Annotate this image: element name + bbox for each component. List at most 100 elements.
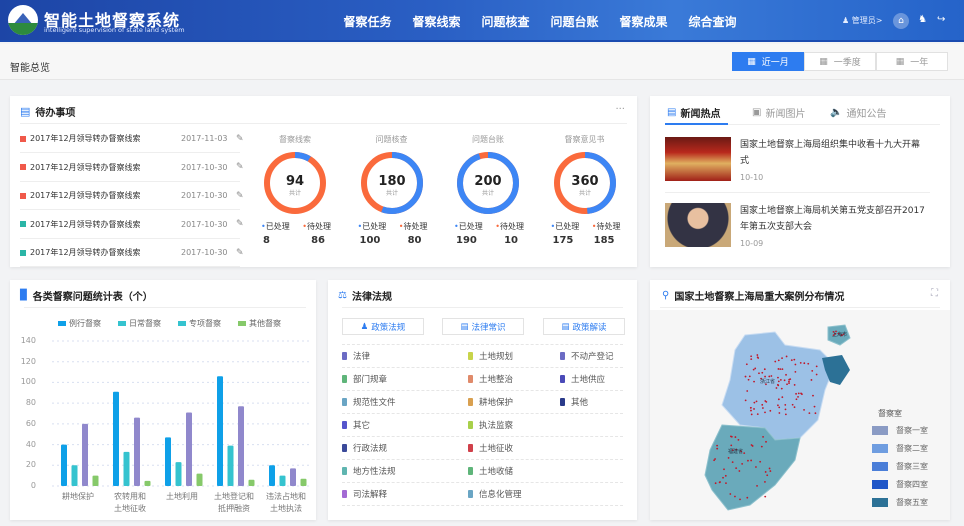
case-marker [764,375,766,378]
law-knowledge-button[interactable]: ▤ 法律常识 [442,318,524,335]
range-month-button[interactable]: ▦ 近一月 [732,52,804,71]
bar [82,423,88,486]
book-icon [468,421,473,429]
law-category-link[interactable]: 土地规划 [468,350,513,362]
edit-icon[interactable]: ✎ [236,133,244,144]
book-icon [560,375,565,383]
news-icon: ▤ [667,107,677,118]
law-category-link[interactable]: 其它 [342,419,370,431]
case-marker [753,408,755,410]
x-tick-label: 违法占地和 土地执法 [266,492,306,513]
news-item[interactable]: 国家土地督察上海局组织集中收看十九大开幕式 10-10 [665,137,935,192]
case-marker [815,373,818,376]
todo-text: 2017年12月领导转办督察线索 [30,162,141,172]
nav-item[interactable]: 督察任务 [343,15,392,29]
y-tick-label: 80 [25,398,36,408]
case-marker [745,363,748,366]
case-marker [768,375,771,378]
case-marker [749,406,752,409]
range-year-button[interactable]: ▦ 一年 [876,52,948,71]
user-menu[interactable]: ♟ 管理员> [842,16,883,25]
home-icon[interactable]: ⌂ [893,13,909,29]
case-marker [738,470,741,472]
bar [134,417,140,486]
case-marker [746,496,749,499]
tab-news-images[interactable]: ▣ 新闻图片 [752,107,806,120]
legend-item[interactable]: 例行督察 [58,318,101,329]
more-button[interactable]: ··· [615,104,625,115]
legend-item[interactable]: 日常督察 [118,318,161,329]
todo-item[interactable]: 2017年12月领导转办督察线索 2017-11-03 ✎ [20,125,244,153]
todo-item[interactable]: 2017年12月领导转办督察线索 2017-10-30 ✎ [20,239,244,267]
user-settings-icon[interactable]: ♞ [918,14,927,25]
nav-item[interactable]: 问题核查 [481,15,530,29]
law-category-link[interactable]: 规范性文件 [342,396,396,408]
map-legend-item[interactable]: 督察一室 [872,425,928,436]
book-icon [342,421,347,429]
case-marker [781,357,783,360]
edit-icon[interactable]: ✎ [236,190,244,201]
law-category-link[interactable]: 执法监察 [468,419,513,431]
case-marker [834,332,837,335]
edit-icon[interactable]: ✎ [236,162,244,172]
logout-icon[interactable]: ↪ [937,14,946,25]
range-quarter-button[interactable]: ▦ 一季度 [804,52,876,71]
panel-title: 待办事项 [35,108,76,119]
policy-interpretation-button[interactable]: ▤ 政策解读 [543,318,625,335]
todo-item[interactable]: 2017年12月领导转办督察线索 2017-10-30 ✎ [20,154,244,182]
news-item[interactable]: 国家土地督察上海局机关第五党支部召开2017年第五次支部大会 10-09 [665,203,935,258]
law-category-link[interactable]: 法律 [342,350,370,362]
pending-count: 80 [407,235,422,246]
law-category-link[interactable]: 耕地保护 [468,396,513,408]
law-category-link[interactable]: 土地征收 [468,442,513,454]
map-panel: ⚲ 国家土地督察上海局重大案例分布情况 ⛶ 上海市 浙江省 福建省 督察室 督察一… [650,280,950,520]
policy-laws-button[interactable]: ♟ 政策法规 [342,318,424,335]
law-category-link[interactable]: 信息化管理 [468,488,522,500]
law-category-link[interactable]: 部门规章 [342,373,387,385]
law-category-link[interactable]: 司法解释 [342,488,387,500]
case-marker [803,362,806,365]
case-marker [794,363,797,366]
case-marker [713,459,716,462]
edit-icon[interactable]: ✎ [236,247,244,258]
map-legend-item[interactable]: 督察四室 [872,479,928,490]
book-icon [342,352,347,360]
nav-item[interactable]: 综合查询 [688,15,737,29]
tab-news-hot[interactable]: ▤ 新闻热点 [667,107,721,120]
nav-item[interactable]: 问题台账 [550,15,599,29]
case-marker [722,476,724,479]
chart-title: 各类督察问题统计表（个） [32,292,153,303]
map-legend-item[interactable]: 督察二室 [872,443,928,454]
y-tick-label: 140 [20,336,36,345]
legend-item[interactable]: 专项督察 [178,318,221,329]
todo-item[interactable]: 2017年12月领导转办督察线索 2017-10-30 ✎ [20,211,244,239]
fullscreen-icon[interactable]: ⛶ [931,288,938,299]
map-label: 浙江省 [760,378,775,385]
bar [217,376,223,486]
case-marker [740,450,742,453]
region-map[interactable]: 上海市 浙江省 福建省 [650,310,950,520]
map-legend-title: 督察室 [878,409,902,418]
case-marker [765,383,767,386]
map-legend-item[interactable]: 督察三室 [872,461,928,472]
pending-count: 185 [593,235,615,246]
case-marker [790,359,793,362]
nav-item[interactable]: 督察线索 [412,15,461,29]
law-category-link[interactable]: 其他 [560,396,588,408]
tab-notices[interactable]: 🔈 通知公告 [830,107,887,120]
legend-item[interactable]: 其他督察 [238,318,281,329]
map-legend-item[interactable]: 督察五室 [872,497,928,508]
law-category-link[interactable]: 土地整治 [468,373,513,385]
law-category-link[interactable]: 土地收储 [468,465,513,477]
bar-chart [52,340,312,487]
case-marker [781,396,784,399]
edit-icon[interactable]: ✎ [236,219,244,229]
law-category-link[interactable]: 土地供应 [560,373,605,385]
nav-item[interactable]: 督察成果 [619,15,668,29]
book-icon [560,352,565,360]
law-category-link[interactable]: 行政法规 [342,442,387,454]
bar-chart-icon: ▉ [20,290,28,301]
law-category-link[interactable]: 不动产登记 [560,350,614,362]
law-category-link[interactable]: 地方性法规 [342,465,396,477]
todo-item[interactable]: 2017年12月领导转办督察线索 2017-10-30 ✎ [20,182,244,210]
